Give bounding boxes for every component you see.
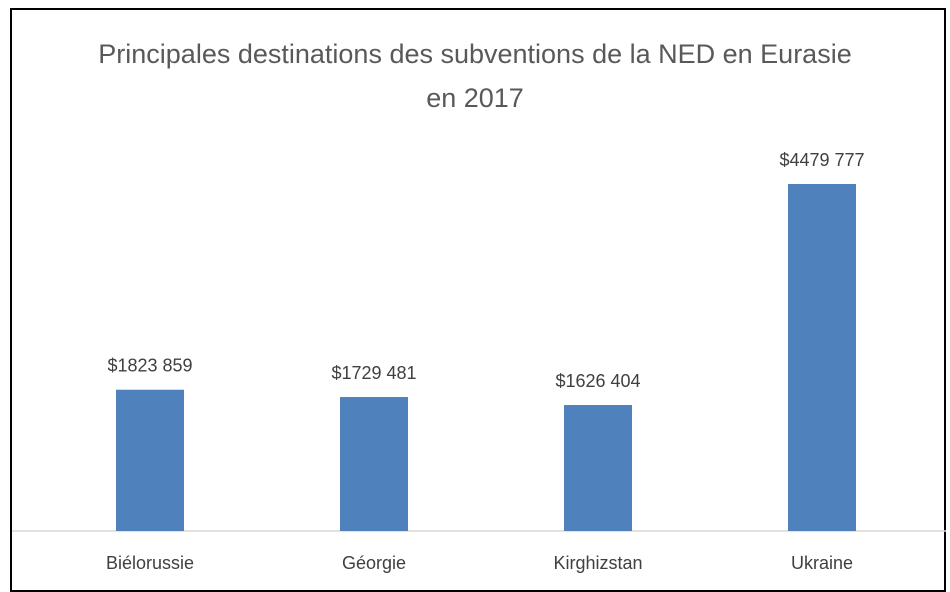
bar xyxy=(340,397,408,531)
data-label: $1626 404 xyxy=(555,371,640,391)
bar xyxy=(116,389,184,531)
bar xyxy=(788,184,856,531)
x-tick-label: Ukraine xyxy=(791,553,853,573)
bar xyxy=(564,405,632,531)
x-tick-label: Géorgie xyxy=(342,553,406,573)
data-label: $4479 777 xyxy=(779,150,864,170)
chart-title: Principales destinations des subventions… xyxy=(98,39,852,113)
data-label: $1823 859 xyxy=(107,355,192,375)
x-tick-label: Kirghizstan xyxy=(553,553,642,573)
data-label: $1729 481 xyxy=(331,363,416,383)
x-tick-label: Biélorussie xyxy=(106,553,194,573)
